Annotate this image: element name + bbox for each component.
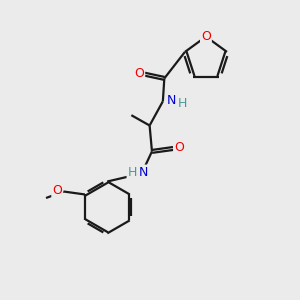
Text: O: O	[174, 141, 184, 154]
Text: O: O	[201, 30, 211, 43]
Text: O: O	[52, 184, 62, 197]
Text: H: H	[128, 166, 137, 178]
Text: N: N	[167, 94, 176, 107]
Text: H: H	[177, 97, 187, 110]
Text: N: N	[138, 166, 148, 178]
Text: O: O	[134, 67, 144, 80]
